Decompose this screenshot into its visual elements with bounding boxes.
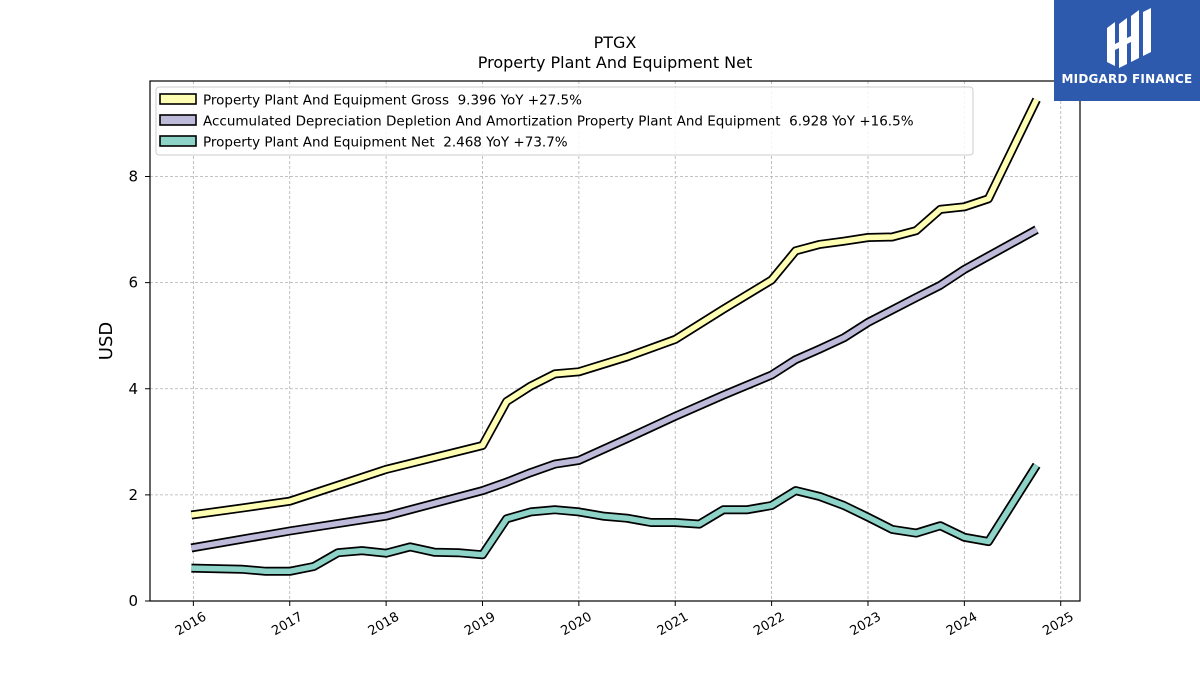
x-tick-label: 2025 — [1040, 610, 1076, 640]
x-tick-label: 2023 — [848, 610, 884, 640]
x-tick-label: 2018 — [366, 610, 402, 640]
legend-swatch-depreciation — [159, 114, 197, 126]
chart-title: PTGX — [594, 33, 637, 52]
series-line-net — [191, 463, 1039, 575]
legend-swatch-gross — [159, 93, 197, 105]
x-tick-label: 2019 — [462, 610, 498, 640]
midgard-finance-logo: MIDGARD FINANCE — [1054, 0, 1200, 101]
y-tick-label: 2 — [128, 486, 138, 504]
legend-label-gross: Property Plant And Equipment Gross 9.396… — [203, 93, 582, 109]
logo-text: MIDGARD FINANCE — [1061, 72, 1193, 86]
plot-frame — [149, 80, 1081, 602]
grid — [150, 81, 1080, 601]
y-tick-label: 4 — [128, 380, 138, 398]
x-tick-label: 2021 — [655, 610, 691, 640]
chart-subtitle: Property Plant And Equipment Net — [478, 53, 753, 72]
legend-box — [155, 86, 974, 156]
x-tick-label: 2017 — [269, 610, 305, 640]
series-line-depreciation — [190, 227, 1038, 551]
legend-label-depreciation: Accumulated Depreciation Depletion And A… — [203, 114, 914, 130]
x-tick-label: 2016 — [173, 610, 209, 640]
x-tick-label: 2024 — [944, 610, 980, 640]
legend-label-net: Property Plant And Equipment Net 2.468 Y… — [203, 135, 568, 151]
legend-swatch-net — [159, 135, 197, 147]
midgard-logo-icon — [1107, 8, 1151, 68]
x-tick-label: 2022 — [751, 610, 787, 640]
legend: Property Plant And Equipment Gross 9.396… — [155, 86, 974, 156]
series-outline-gross — [190, 97, 1041, 520]
y-tick-label: 6 — [128, 274, 138, 292]
series-line-gross — [191, 98, 1040, 518]
series-outline-depreciation — [190, 225, 1039, 553]
series-layer — [190, 97, 1041, 576]
y-tick-label: 0 — [128, 592, 138, 610]
x-tick-label: 2020 — [559, 610, 595, 640]
y-axis-label: USD — [96, 322, 117, 360]
y-tick-label: 8 — [128, 168, 138, 186]
